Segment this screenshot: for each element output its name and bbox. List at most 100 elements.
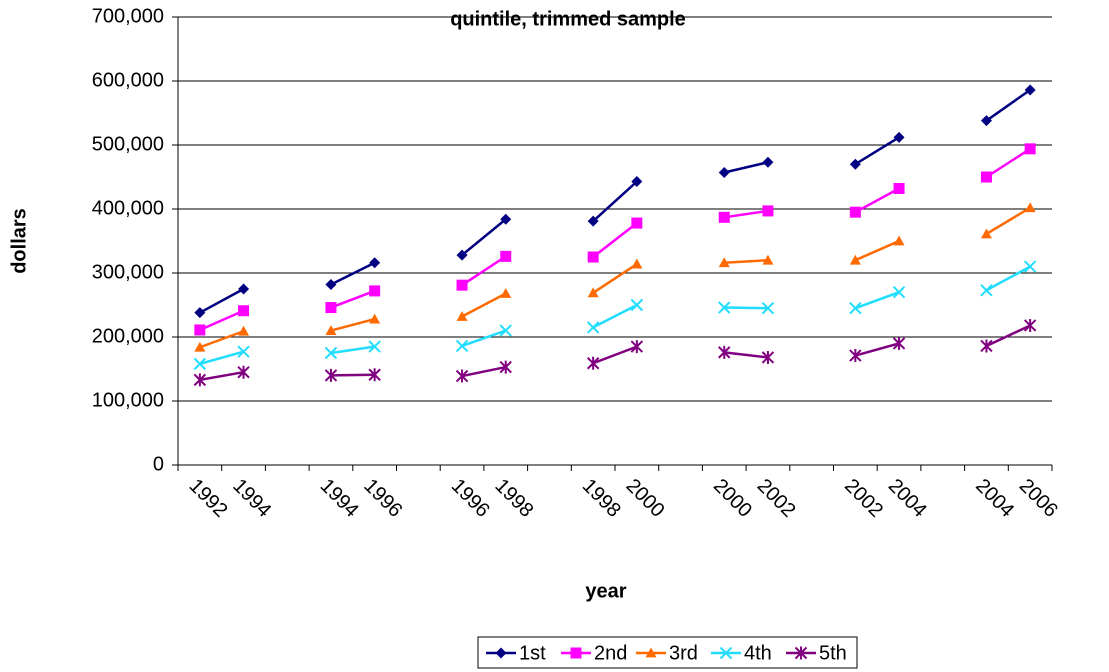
marker <box>193 373 207 387</box>
marker <box>456 279 468 291</box>
marker <box>631 258 643 269</box>
marker <box>194 341 206 352</box>
marker <box>499 360 512 374</box>
series-line <box>199 265 1031 366</box>
x-tick-label: 2000 <box>709 475 756 522</box>
marker <box>238 325 250 336</box>
legend-label: 1st <box>519 642 546 664</box>
marker <box>631 217 643 229</box>
marker <box>587 251 599 263</box>
marker <box>893 183 905 195</box>
series-line <box>199 147 1031 332</box>
marker <box>456 311 468 321</box>
marker <box>570 647 582 659</box>
marker <box>645 647 657 658</box>
marker <box>1023 260 1037 273</box>
marker <box>499 324 512 337</box>
marker <box>500 213 512 225</box>
marker <box>368 368 381 382</box>
marker <box>980 339 993 353</box>
y-tick-label: 100,000 <box>92 389 164 411</box>
series-line <box>199 206 1031 349</box>
y-tick-label: 700,000 <box>92 5 164 27</box>
marker <box>849 206 861 218</box>
marker <box>194 307 206 319</box>
marker <box>495 647 507 659</box>
marker <box>794 646 808 660</box>
marker <box>194 324 206 336</box>
x-tick-label: 1996 <box>359 475 406 522</box>
marker <box>193 357 207 371</box>
marker <box>325 325 337 335</box>
marker <box>893 235 905 246</box>
marker <box>455 339 469 353</box>
x-tick-label: 2004 <box>884 475 931 522</box>
marker <box>718 345 731 359</box>
marker <box>718 211 730 223</box>
x-tick-label: 1996 <box>447 475 494 522</box>
marker <box>1024 202 1036 213</box>
y-tick-label: 600,000 <box>92 69 164 91</box>
x-tick-label: 2002 <box>840 475 887 522</box>
marker <box>325 279 337 291</box>
series-line <box>199 88 1031 314</box>
x-tick-label: 2000 <box>622 475 669 522</box>
marker <box>761 301 775 315</box>
x-tick-label: 1994 <box>316 475 363 522</box>
y-tick-label: 300,000 <box>92 261 164 283</box>
y-axis-label: dollars <box>8 208 30 274</box>
marker <box>456 249 468 261</box>
marker <box>237 365 250 379</box>
marker <box>1024 84 1036 96</box>
marker <box>893 131 905 143</box>
marker <box>718 257 730 268</box>
legend-label: 3rd <box>669 642 698 664</box>
marker <box>892 285 906 299</box>
marker <box>587 287 599 298</box>
marker <box>369 257 381 269</box>
marker <box>238 305 250 317</box>
marker <box>500 287 512 298</box>
marker <box>980 171 992 183</box>
marker <box>500 250 512 262</box>
marker <box>980 284 993 297</box>
marker <box>1023 318 1037 332</box>
x-tick-label: 1994 <box>228 475 275 522</box>
marker <box>238 283 250 295</box>
marker <box>587 215 599 227</box>
chart-title: quintile, trimmed sample <box>450 8 686 30</box>
marker <box>586 321 600 334</box>
y-tick-label: 500,000 <box>92 133 164 155</box>
x-axis-label: year <box>585 580 626 602</box>
marker <box>324 368 338 382</box>
marker <box>718 167 730 179</box>
marker <box>718 301 731 314</box>
marker <box>762 254 774 265</box>
marker <box>586 356 600 370</box>
marker <box>762 156 774 168</box>
marker <box>849 254 861 265</box>
series <box>193 260 1037 371</box>
marker <box>892 336 906 350</box>
marker <box>455 369 469 383</box>
legend-label: 2nd <box>594 642 627 664</box>
series <box>194 143 1036 336</box>
x-tick-label: 2004 <box>971 475 1018 522</box>
legend-label: 4th <box>744 642 772 664</box>
marker <box>849 158 861 170</box>
marker <box>761 350 775 364</box>
marker <box>368 340 381 353</box>
marker <box>849 349 862 363</box>
marker <box>980 115 992 127</box>
series-line <box>199 324 1031 382</box>
x-tick-label: 1998 <box>578 475 625 522</box>
marker <box>849 301 862 315</box>
marker <box>369 285 381 297</box>
marker <box>762 205 774 217</box>
marker <box>630 340 644 354</box>
y-tick-label: 200,000 <box>92 325 164 347</box>
x-tick-label: 2006 <box>1015 475 1062 522</box>
marker <box>631 175 643 187</box>
